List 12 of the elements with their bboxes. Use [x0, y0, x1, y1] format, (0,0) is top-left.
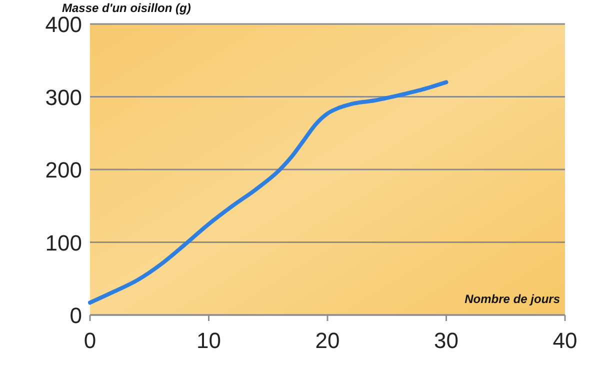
line-series — [88, 80, 448, 305]
x-tick-label: 20 — [315, 328, 340, 353]
y-tick-label: 100 — [45, 230, 82, 256]
y-axis-title: Masse d'un oisillon (g) — [62, 1, 191, 15]
y-tick-label: 0 — [70, 303, 82, 328]
x-tick-label: 10 — [196, 328, 221, 353]
x-tick-label: 30 — [434, 328, 458, 353]
y-tick-label: 200 — [45, 158, 82, 182]
y-tick-label: 400 — [45, 12, 82, 37]
x-tick-label: 40 — [552, 328, 578, 353]
y-tick-label: 300 — [45, 84, 82, 110]
x-axis-title: Nombre de jours — [464, 292, 560, 306]
